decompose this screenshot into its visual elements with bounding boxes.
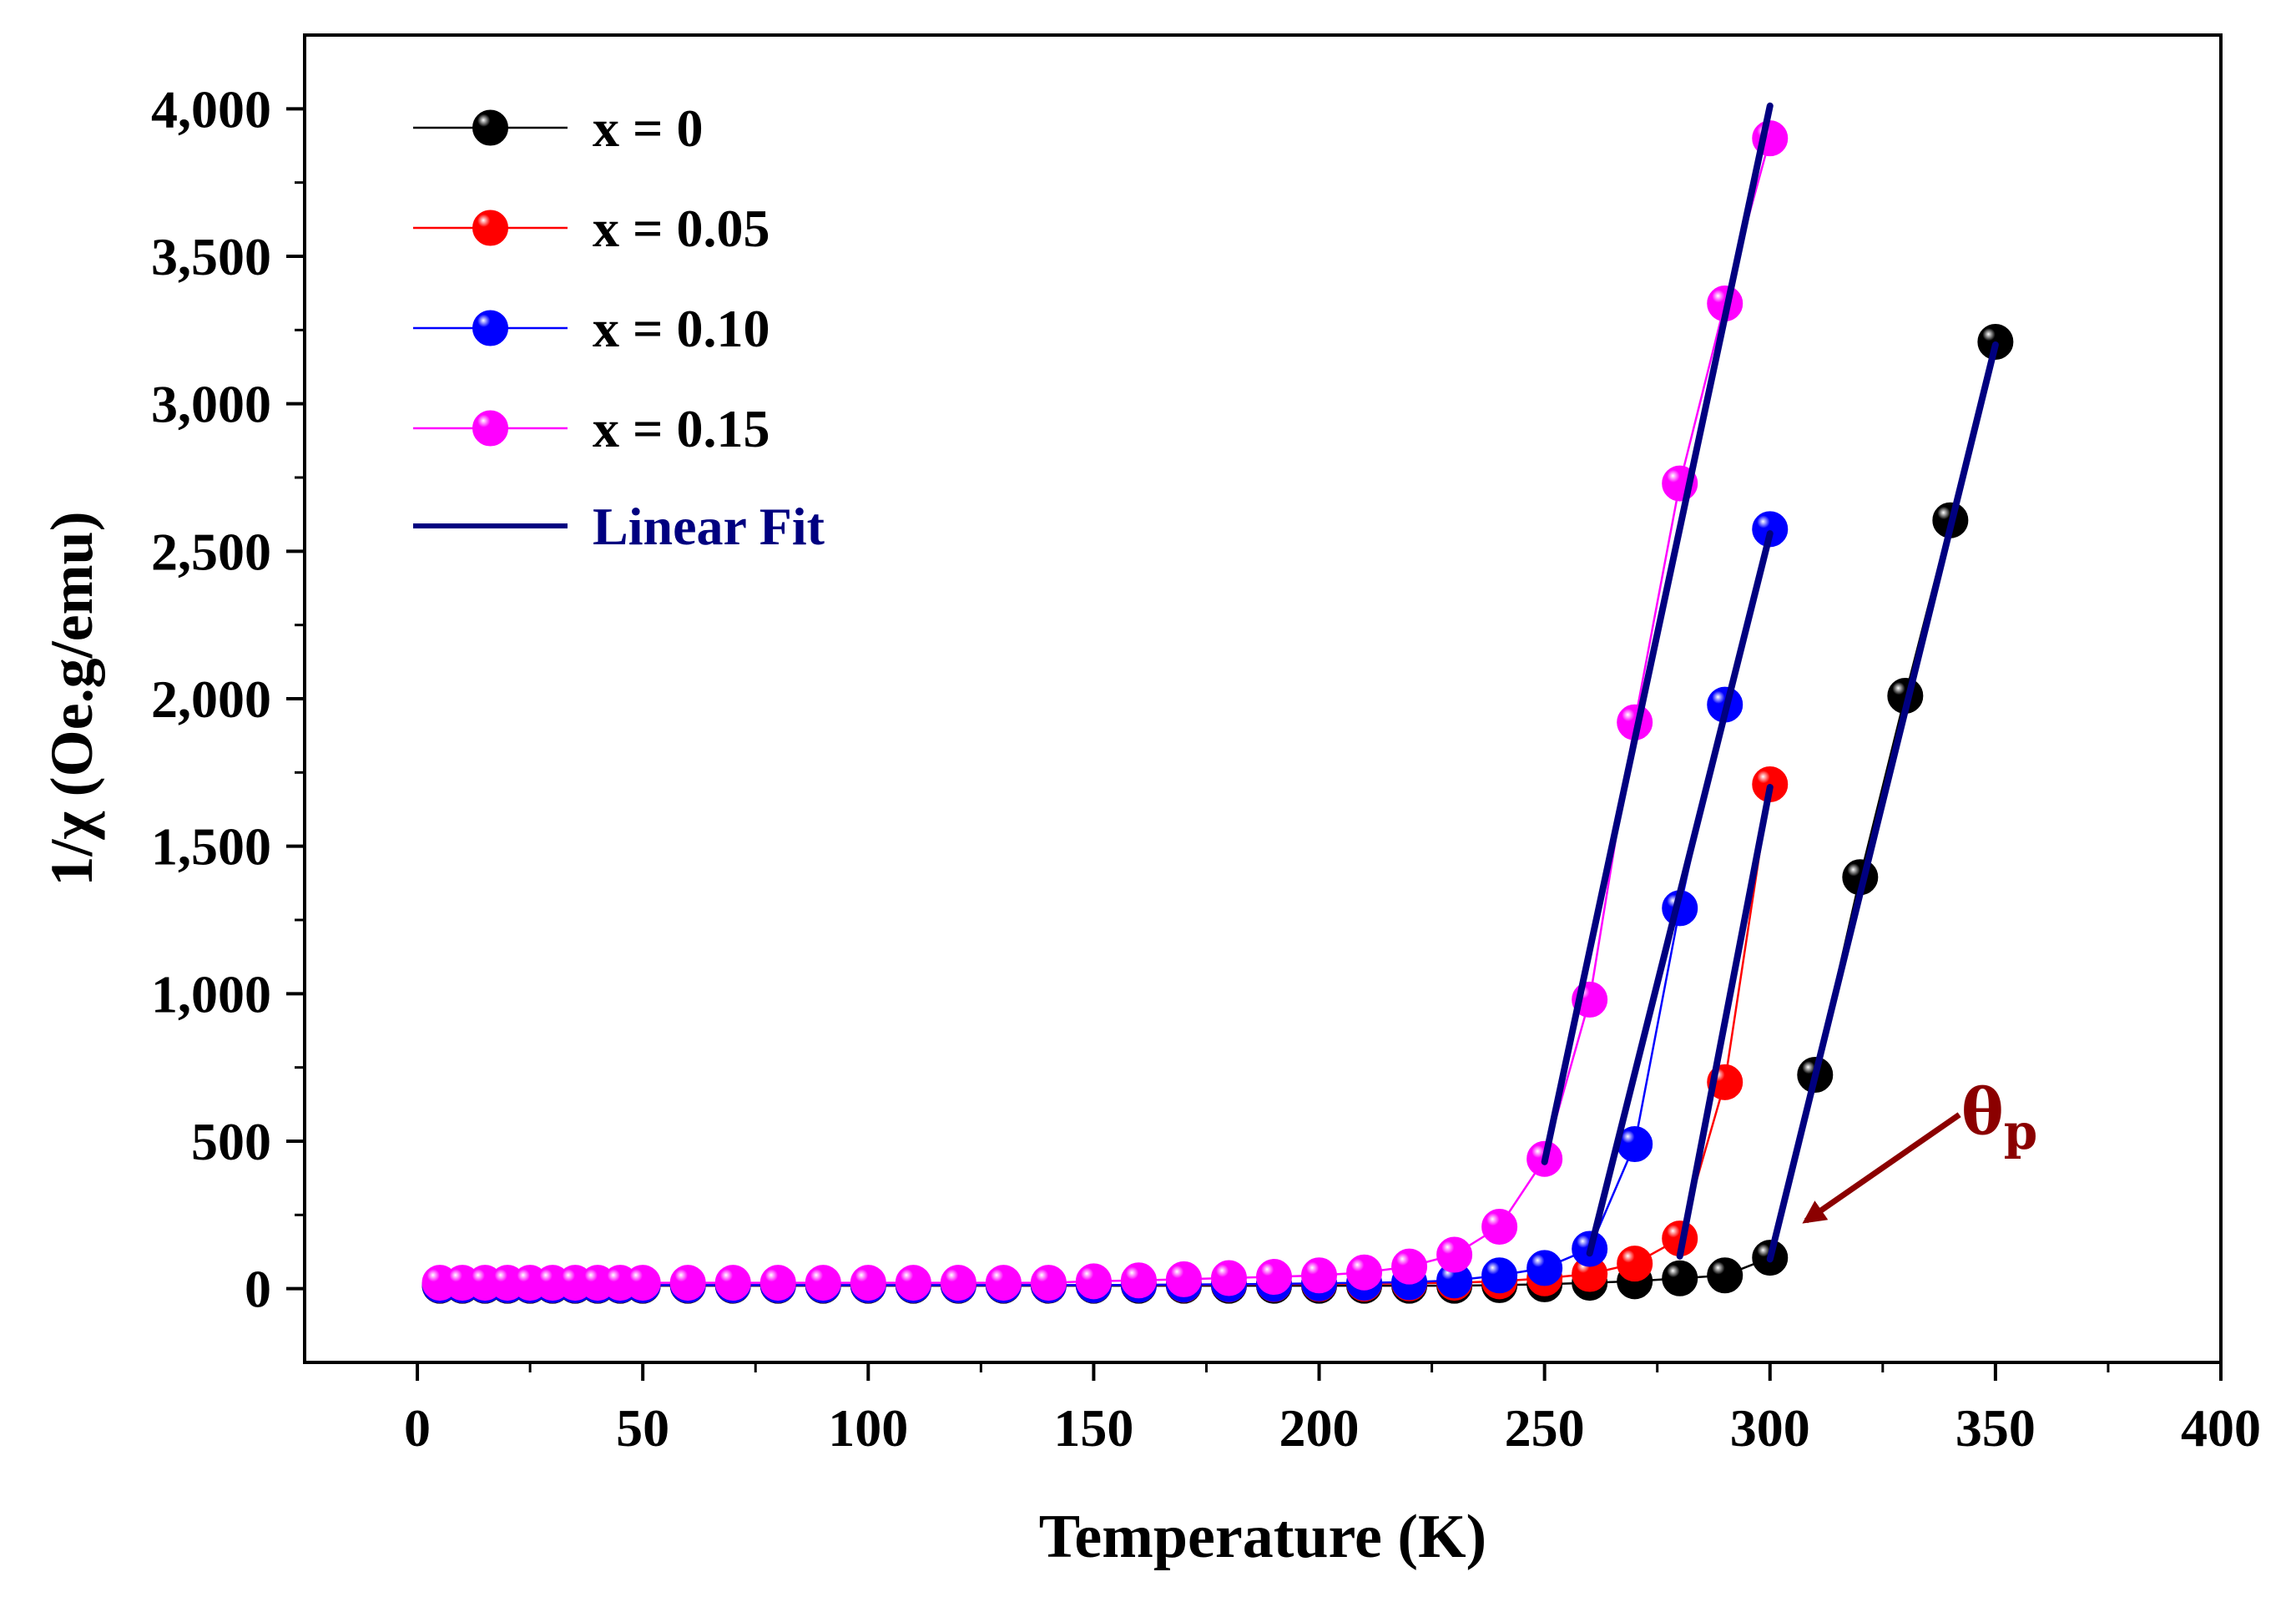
data-point	[1617, 1246, 1653, 1282]
data-point	[1120, 1262, 1157, 1299]
x-tick-label: 150	[1053, 1398, 1133, 1458]
data-point	[940, 1265, 976, 1301]
data-point	[1030, 1265, 1067, 1301]
data-point	[985, 1265, 1022, 1301]
linear-fit-line	[1676, 784, 1774, 1260]
y-tick-label: 500	[191, 1112, 271, 1171]
legend-swatch-marker	[472, 109, 508, 146]
y-tick-label: 2,000	[151, 670, 271, 729]
x-tick-label: 0	[404, 1398, 431, 1458]
legend-item: x = 0.05	[413, 199, 770, 258]
y-tick-label: 4,000	[151, 79, 271, 139]
x-tick-label: 350	[1955, 1398, 2036, 1458]
legend-swatch-marker	[472, 310, 508, 346]
x-tick-label: 400	[2181, 1398, 2261, 1458]
series-line-2	[440, 528, 1772, 1286]
x-tick-label: 100	[828, 1398, 908, 1458]
x-tick-label: 300	[1730, 1398, 1810, 1458]
data-point	[850, 1265, 886, 1301]
legend-item-fit: Linear Fit	[413, 497, 825, 556]
data-point	[759, 1265, 796, 1301]
legend-item: x = 0	[413, 99, 703, 158]
series-points	[421, 120, 2014, 1304]
x-tick-label: 50	[616, 1398, 669, 1458]
data-point	[669, 1265, 706, 1301]
linear-fit-line	[1766, 341, 1999, 1263]
y-tick-label: 2,500	[151, 522, 271, 581]
data-point	[1301, 1257, 1338, 1294]
data-point	[1346, 1254, 1383, 1291]
data-point	[1210, 1260, 1247, 1296]
legend-label: x = 0	[593, 99, 703, 158]
y-tick-label: 0	[245, 1260, 271, 1319]
data-point	[1075, 1263, 1112, 1300]
theta-annotation: θp	[1802, 1074, 2037, 1224]
annotation-theta: θp	[1961, 1074, 2037, 1160]
annotation-subscript: p	[2004, 1104, 2038, 1160]
y-tick-labels: 0 500 1,000 1,500 2,000 2,500 3,000 3,500 4,000	[151, 79, 271, 1318]
legend-swatch-marker	[472, 410, 508, 447]
y-tick-label: 1,500	[151, 817, 271, 877]
data-point	[1662, 1260, 1698, 1296]
y-tick-label: 3,000	[151, 375, 271, 434]
y-tick-label: 1,000	[151, 964, 271, 1023]
legend-item: x = 0.15	[413, 399, 770, 458]
legend-item: x = 0.10	[413, 299, 770, 358]
fit-lines	[1541, 102, 1999, 1263]
legend-swatch-marker	[472, 210, 508, 246]
linear-fit-line	[1541, 102, 1774, 1165]
legend-label: Linear Fit	[593, 497, 825, 556]
y-axis-label: 1/χ (Oe.g/emu)	[38, 511, 105, 886]
data-point	[1481, 1257, 1518, 1294]
data-point	[805, 1265, 841, 1301]
data-point	[895, 1265, 931, 1301]
data-point	[624, 1265, 661, 1301]
data-point	[1436, 1236, 1473, 1273]
legend-label: x = 0.15	[593, 399, 770, 458]
x-tick-label: 250	[1505, 1398, 1585, 1458]
data-point	[1391, 1248, 1428, 1285]
x-tick-labels: 0 50 100 150 200 250 300 350 400	[404, 1398, 2261, 1458]
axis-ticks	[286, 107, 2223, 1381]
data-point	[714, 1265, 751, 1301]
linear-fit-line	[1586, 530, 1774, 1257]
y-tick-label: 3,500	[151, 227, 271, 286]
data-point	[1165, 1261, 1202, 1297]
data-point	[1526, 1250, 1563, 1286]
x-axis-label: Temperature (K)	[1039, 1503, 1486, 1571]
legend-label: x = 0.05	[593, 199, 770, 258]
x-tick-label: 200	[1279, 1398, 1360, 1458]
data-point	[1481, 1208, 1518, 1245]
annotation-arrow	[1802, 1112, 1961, 1224]
legend: x = 0 x = 0.05 x = 0.10 x = 0.15 Linear Fit	[413, 99, 825, 556]
data-point	[1707, 1257, 1743, 1294]
legend-label: x = 0.10	[593, 299, 770, 358]
data-point	[1256, 1259, 1293, 1296]
